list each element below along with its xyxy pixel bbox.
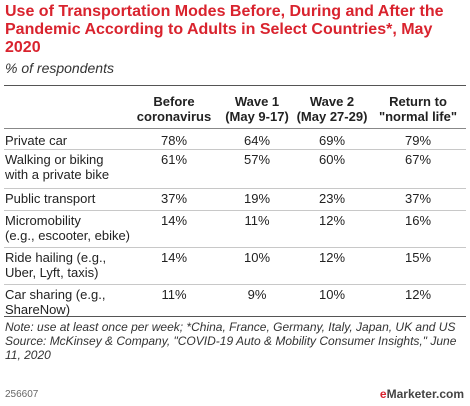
emarketer-logo: eMarketer.com [380, 387, 464, 401]
table-row: Car sharing (e.g., ShareNow) 11% 9% 10% 12% [0, 287, 470, 317]
row-label-line1: Private car [5, 133, 68, 148]
row-separator [4, 210, 466, 211]
table-cell: 12% [318, 213, 346, 228]
table-cell: 69% [318, 133, 346, 148]
table-cell: 11% [244, 213, 270, 228]
row-label-line2: (e.g., escooter, ebike) [5, 228, 131, 243]
row-label-line2: ShareNow) [5, 302, 71, 317]
column-header-line1: Wave 2 [309, 94, 355, 109]
row-label: Public transport [5, 191, 95, 206]
bottom-rule [4, 316, 466, 317]
row-label-line1: Car sharing (e.g., [5, 287, 106, 302]
row-label-line2: with a private bike [5, 167, 110, 182]
table-row: Private car 78% 64% 69% 79% [0, 133, 470, 151]
table-row: Ride hailing (e.g., Uber, Lyft, taxis) 14%… [0, 250, 470, 286]
row-label-line2: Uber, Lyft, taxis) [5, 265, 99, 280]
table-cell: 79% [404, 133, 432, 148]
table-cell: 12% [404, 287, 432, 302]
column-header: Return to "normal life" [368, 94, 468, 124]
column-header-line2: coronavirus [136, 109, 212, 124]
row-label: Walking or biking with a private bike [5, 152, 109, 182]
table-cell: 19% [243, 191, 271, 206]
table-cell: 10% [318, 287, 346, 302]
row-separator [4, 284, 466, 285]
table-cell: 37% [404, 191, 432, 206]
row-label-line1: Ride hailing (e.g., [5, 250, 107, 265]
logo-suffix: .com [435, 387, 464, 401]
row-separator [4, 247, 466, 248]
row-label: Micromobility (e.g., escooter, ebike) [5, 213, 130, 243]
row-label-line1: Public transport [5, 191, 96, 206]
table-cell: 57% [243, 152, 271, 167]
table-cell: 67% [404, 152, 432, 167]
table-cell: 9% [247, 287, 267, 302]
table-cell: 14% [160, 213, 188, 228]
row-label: Car sharing (e.g., ShareNow) [5, 287, 105, 317]
column-header: Before coronavirus [124, 94, 224, 124]
table-cell: 64% [243, 133, 271, 148]
table-cell: 78% [160, 133, 188, 148]
table-cell: 11% [161, 287, 187, 302]
table-cell: 37% [160, 191, 188, 206]
row-separator [4, 188, 466, 189]
table-cell: 14% [160, 250, 188, 265]
table-row: Public transport 37% 19% 23% 37% [0, 191, 470, 212]
column-header-line1: Return to [389, 94, 447, 109]
row-label: Ride hailing (e.g., Uber, Lyft, taxis) [5, 250, 106, 280]
top-rule [4, 85, 466, 86]
column-header-line2: (May 9-17) [225, 109, 289, 124]
header-rule [4, 128, 466, 129]
row-separator [4, 149, 466, 150]
table-cell: 23% [318, 191, 346, 206]
table-cell: 12% [318, 250, 346, 265]
column-header-line1: Before [153, 94, 195, 109]
column-header-line1: Wave 1 [234, 94, 280, 109]
table-cell: 15% [404, 250, 432, 265]
notes: Note: use at least once per week; *China… [5, 320, 465, 362]
table-cell: 16% [404, 213, 432, 228]
chart-id: 256607 [5, 389, 39, 400]
table-row: Walking or biking with a private bike 61% 5… [0, 152, 470, 190]
table-cell: 61% [160, 152, 188, 167]
table-cell: 60% [318, 152, 346, 167]
table-row: Micromobility (e.g., escooter, ebike) 14% 1… [0, 213, 470, 249]
row-label-line1: Walking or biking [5, 152, 104, 167]
row-label-line1: Micromobility [5, 213, 81, 228]
source-text: Source: McKinsey & Company, "COVID-19 Au… [5, 334, 457, 362]
column-header-line2: "normal life" [378, 109, 458, 124]
column-header-line2: (May 27-29) [296, 109, 368, 124]
chart-subtitle: % of respondents [5, 60, 114, 76]
row-label: Private car [5, 133, 67, 148]
note-text: Note: use at least once per week; *China… [5, 320, 456, 334]
chart-title: Use of Transportation Modes Before, Duri… [5, 3, 444, 56]
column-header: Wave 2 (May 27-29) [282, 94, 382, 124]
logo-name: Marketer [386, 387, 436, 401]
column-header: Wave 1 (May 9-17) [207, 94, 307, 124]
logo-prefix: e [379, 387, 387, 401]
table-cell: 10% [243, 250, 271, 265]
